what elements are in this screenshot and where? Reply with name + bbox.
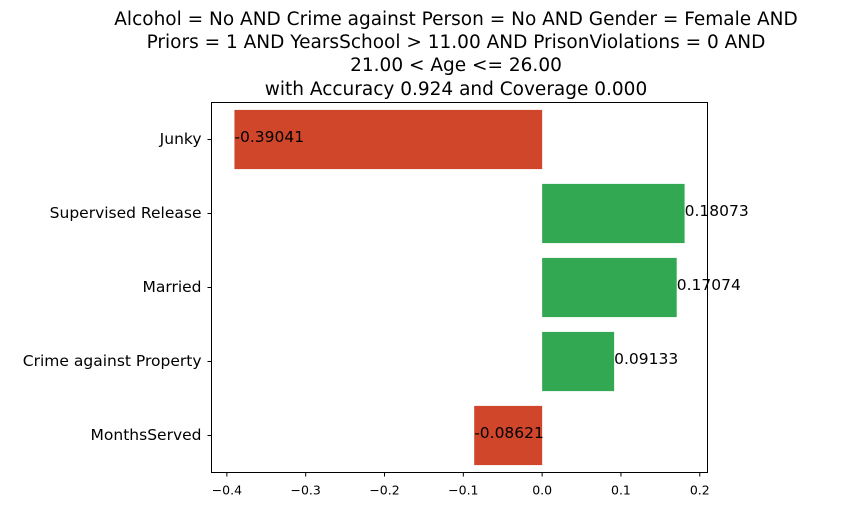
category-label-3: Crime against Property [23, 352, 202, 370]
title-line-3: 21.00 < Age <= 26.00 [350, 55, 562, 76]
value-label-0: -0.39041 [234, 128, 304, 146]
bar-0 [234, 109, 543, 170]
x-tick-label-2: −0.2 [369, 483, 399, 498]
category-label-0: Junky [159, 130, 202, 148]
x-tick-label-5: 0.1 [611, 483, 631, 498]
value-label-3: 0.09133 [614, 350, 678, 368]
bars-layer [234, 109, 685, 466]
value-labels-layer: -0.39041 0.18073 0.17074 0.09133 -0.08621 [234, 128, 748, 442]
x-axis: −0.4 −0.3 −0.2 −0.1 0.0 0.1 0.2 [212, 472, 710, 498]
value-label-1: 0.18073 [685, 202, 749, 220]
y-axis: Junky Supervised Release Married Crime agai… [23, 130, 212, 444]
x-tick-label-4: 0.0 [532, 483, 552, 498]
bar-1 [542, 183, 685, 244]
category-label-1: Supervised Release [50, 204, 202, 222]
title-line-4: with Accuracy 0.924 and Coverage 0.000 [265, 79, 647, 100]
x-tick-label-3: −0.1 [448, 483, 478, 498]
value-label-2: 0.17074 [677, 276, 741, 294]
category-label-2: Married [142, 278, 201, 296]
value-label-4: -0.08621 [474, 424, 544, 442]
x-tick-label-6: 0.2 [690, 483, 710, 498]
bar-2 [542, 257, 677, 318]
category-label-4: MonthsServed [91, 426, 202, 444]
title-line-1: Alcohol = No AND Crime against Person = … [114, 9, 797, 30]
bar-4 [474, 405, 543, 466]
bar-3 [542, 331, 615, 392]
x-tick-label-0: −0.4 [212, 483, 242, 498]
title-line-2: Priors = 1 AND YearsSchool > 11.00 AND P… [147, 32, 766, 53]
chart-title: Alcohol = No AND Crime against Person = … [114, 9, 797, 100]
x-tick-label-1: −0.3 [291, 483, 321, 498]
